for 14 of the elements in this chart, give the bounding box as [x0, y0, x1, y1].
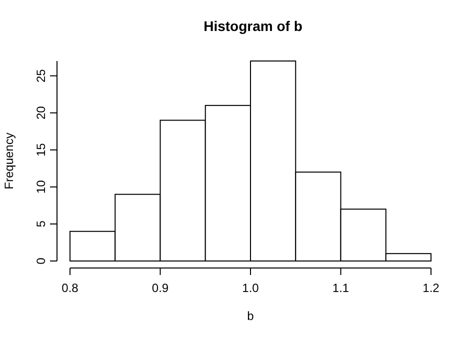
x-tick-label: 1.2 — [422, 281, 440, 295]
y-axis-title: Frequency — [2, 132, 16, 190]
y-tick-label: 25 — [34, 68, 48, 82]
x-tick-label: 0.8 — [62, 281, 79, 295]
y-tick-label: 15 — [34, 142, 48, 157]
y-tick-label: 20 — [34, 106, 48, 120]
x-tick-label: 0.9 — [152, 281, 169, 295]
y-tick-label: 0 — [34, 257, 48, 264]
y-tick-label: 10 — [34, 180, 48, 194]
x-tick-label: 1.1 — [332, 281, 350, 295]
y-tick-label: 5 — [34, 220, 48, 228]
chart-title: Histogram of b — [204, 18, 302, 34]
x-tick-label: 1.0 — [242, 281, 260, 295]
x-axis-title: b — [247, 309, 254, 323]
